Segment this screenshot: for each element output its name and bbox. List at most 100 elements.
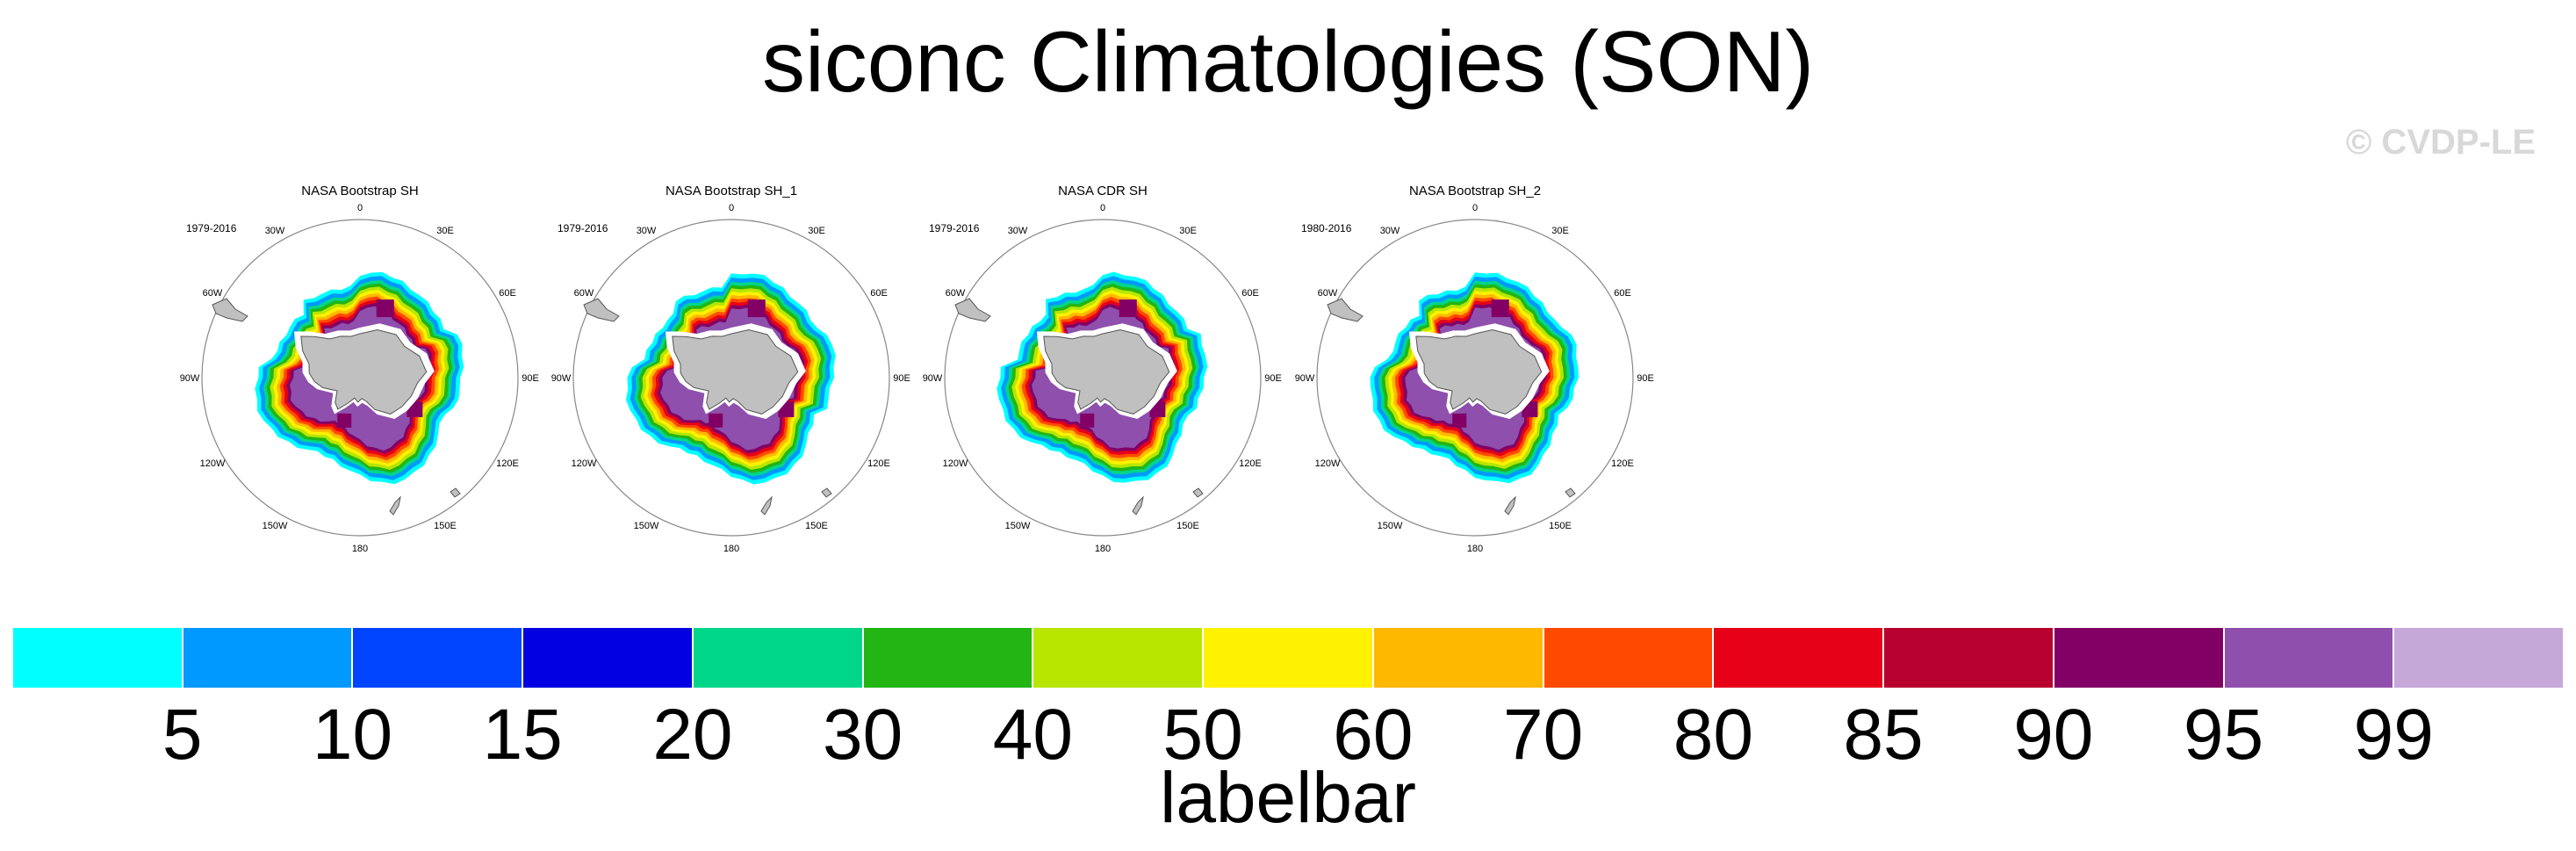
colorbar-label: labelbar [1160, 758, 1416, 838]
longitude-label: 60E [499, 288, 516, 299]
longitude-label: 60W [946, 288, 966, 299]
longitude-label: 120W [1315, 458, 1341, 469]
colorbar-tick-label: 80 [1673, 695, 1753, 775]
longitude-label: 120W [943, 458, 968, 469]
page-title: siconc Climatologies (SON) [761, 13, 1815, 110]
sea-ice-patch [1119, 299, 1137, 318]
labelbar-box [2053, 627, 2224, 689]
antarctica-landmass [672, 328, 799, 415]
longitude-label: 30E [808, 226, 825, 236]
labelbar-box [2223, 627, 2394, 689]
colorbar-ticks: 5 10 15 20 30 40 50 60 70 80 85 90 95 99 [12, 694, 2564, 775]
new-zealand-landmass [760, 495, 773, 516]
colorbar-tick-label: 5 [162, 695, 203, 775]
sea-ice-patch [1080, 413, 1095, 428]
panel-period: 1979-2016 [186, 222, 237, 234]
longitude-label: 60W [203, 288, 223, 299]
labelbar-box [1372, 627, 1543, 689]
sea-ice-patch [337, 413, 352, 428]
panel-title: NASA Bootstrap SH [301, 184, 418, 198]
south-america-landmass [583, 298, 620, 322]
longitude-label: 0 [1472, 203, 1478, 213]
antarctica-landmass [1415, 328, 1543, 415]
longitude-label: 180 [352, 544, 368, 554]
longitude-label: 90E [1264, 373, 1282, 384]
longitude-label: 150W [263, 521, 288, 531]
island-landmass [821, 487, 832, 498]
colorbar-tick-label: 50 [1162, 695, 1243, 775]
sea-ice-patch [1452, 413, 1467, 428]
island-landmass [450, 487, 461, 498]
longitude-label: 90W [180, 373, 200, 384]
sea-ice-patch [709, 413, 723, 428]
new-zealand-landmass [1504, 495, 1516, 516]
longitude-label: 90E [522, 373, 539, 384]
panel-period: 1980-2016 [1301, 222, 1352, 234]
labelbar-box [12, 627, 183, 689]
longitude-label: 150E [1176, 521, 1199, 531]
map-panel: NASA Bootstrap SH_1 1979-2016 0 30E 60E 90E 12… [551, 176, 910, 554]
colorbar-tick-label: 10 [312, 695, 393, 775]
longitude-label: 60E [1614, 288, 1631, 299]
colorbar-tick-label: 60 [1333, 695, 1414, 775]
longitude-label: 60E [1241, 288, 1259, 299]
new-zealand-landmass [1132, 495, 1144, 516]
longitude-label: 150E [434, 521, 457, 531]
longitude-label: 150E [1549, 521, 1572, 531]
map-panel: NASA Bootstrap SH 1979-2016 0 30E 60E 90E 120E… [180, 176, 539, 554]
longitude-label: 120W [572, 458, 597, 469]
labelbar-box [2393, 627, 2565, 689]
longitude-label: 90E [1637, 373, 1654, 384]
south-america-landmass [954, 298, 991, 322]
sea-ice-patch [1491, 299, 1509, 318]
panel-title: NASA CDR SH [1058, 184, 1148, 198]
colorbar-tick-label: 20 [652, 695, 733, 775]
map-panel-svg: NASA Bootstrap SH_2 1980-2016 0 30E 60E 90E 12… [1295, 184, 1654, 554]
labelbar-box [692, 627, 863, 689]
labelbar-box [1883, 627, 2054, 689]
colorbar-tick-label: 70 [1502, 695, 1584, 775]
south-america-landmass [1327, 298, 1364, 322]
map-panel: NASA CDR SH 1979-2016 0 30E 60E 90E 120E 150E 18… [923, 176, 1282, 554]
longitude-label: 30W [1380, 226, 1400, 236]
longitude-label: 60E [870, 288, 888, 299]
longitude-label: 30W [1008, 226, 1028, 236]
longitude-label: 180 [1095, 544, 1111, 554]
longitude-label: 180 [723, 544, 739, 554]
longitude-label: 30W [265, 226, 285, 236]
longitude-label: 0 [357, 203, 363, 213]
map-panel-svg: NASA Bootstrap SH 1979-2016 0 30E 60E 90E 120E… [180, 184, 539, 554]
longitude-label: 150W [1005, 521, 1031, 531]
map-panel-svg: NASA Bootstrap SH_1 1979-2016 0 30E 60E 90E 12… [551, 184, 910, 554]
colorbar-tick-label: 30 [823, 695, 903, 775]
panel-period: 1979-2016 [929, 222, 980, 234]
longitude-label: 90W [1295, 373, 1315, 384]
island-landmass [1192, 487, 1204, 498]
longitude-label: 60W [574, 288, 594, 299]
longitude-label: 120E [1239, 458, 1262, 469]
map-panel: NASA Bootstrap SH_2 1980-2016 0 30E 60E 90E 12… [1295, 176, 1654, 554]
colorbar-tick-label: 15 [482, 695, 563, 775]
longitude-label: 30W [637, 226, 657, 236]
sea-ice-patch [376, 299, 394, 318]
island-landmass [1565, 487, 1576, 498]
longitude-label: 60W [1318, 288, 1338, 299]
longitude-label: 180 [1467, 544, 1483, 554]
longitude-label: 120E [1611, 458, 1634, 469]
antarctica-landmass [300, 328, 428, 415]
panel-period: 1979-2016 [558, 222, 608, 234]
labelbar-box [352, 627, 523, 689]
colorbar-tick-label: 40 [992, 695, 1073, 775]
longitude-label: 150W [1378, 521, 1403, 531]
color-labelbar [12, 627, 2565, 689]
longitude-label: 90W [551, 373, 572, 384]
longitude-label: 30E [1179, 226, 1197, 236]
longitude-label: 90W [923, 373, 943, 384]
labelbar-box [1203, 627, 1373, 689]
labelbar-box [862, 627, 1033, 689]
colorbar-tick-label: 95 [2183, 695, 2264, 775]
longitude-label: 30E [1551, 226, 1569, 236]
longitude-label: 150E [805, 521, 828, 531]
map-panel-svg: NASA CDR SH 1979-2016 0 30E 60E 90E 120E 150E 18… [923, 184, 1282, 554]
south-america-landmass [212, 298, 248, 322]
